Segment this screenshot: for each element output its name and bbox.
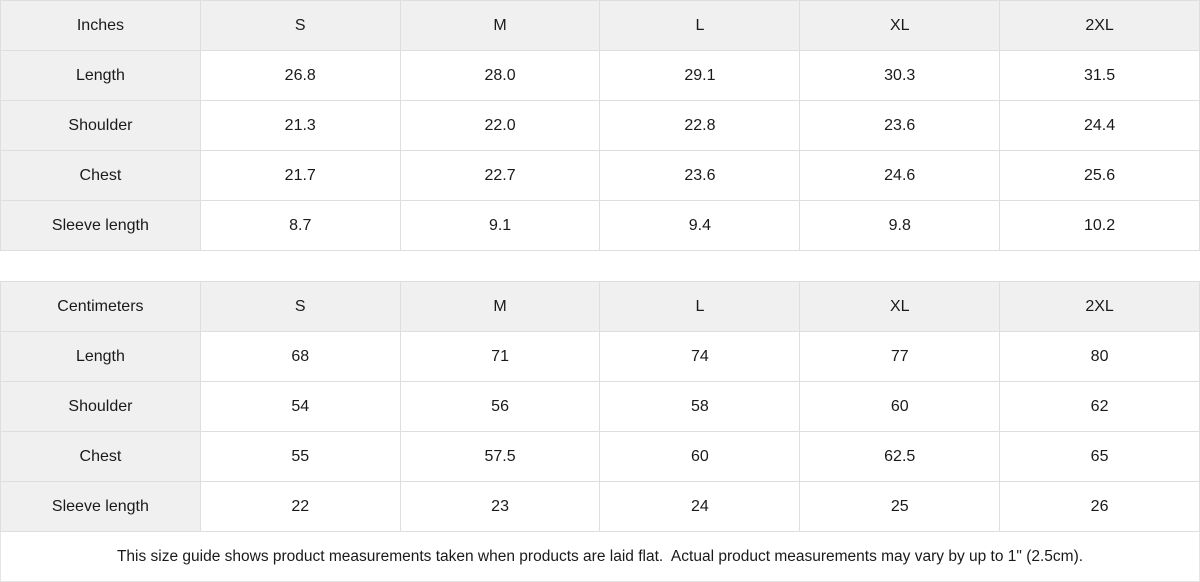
value-cell: 31.5	[999, 50, 1200, 101]
value-cell: 10.2	[999, 200, 1200, 251]
size-header-cell: S	[199, 281, 401, 332]
value-cell: 55	[199, 431, 401, 482]
size-header-cell: M	[399, 0, 601, 51]
table-row: Sleeve length 22 23 24 25 26	[0, 481, 1200, 532]
value-cell: 26.8	[199, 50, 401, 101]
value-cell: 56	[399, 381, 601, 432]
value-cell: 29.1	[599, 50, 801, 101]
value-cell: 65	[999, 431, 1200, 482]
value-cell: 60	[599, 431, 801, 482]
value-cell: 24	[599, 481, 801, 532]
unit-header-cell: Centimeters	[0, 281, 201, 332]
footer-note: This size guide shows product measuremen…	[0, 532, 1200, 582]
value-cell: 77	[799, 331, 1001, 382]
value-cell: 9.8	[799, 200, 1001, 251]
value-cell: 23	[399, 481, 601, 532]
value-cell: 25.6	[999, 150, 1200, 201]
row-label-cell: Length	[0, 50, 201, 101]
value-cell: 57.5	[399, 431, 601, 482]
size-header-cell: 2XL	[999, 281, 1200, 332]
row-label-cell: Sleeve length	[0, 481, 201, 532]
header-row: Centimeters S M L XL 2XL	[0, 281, 1200, 332]
value-cell: 54	[199, 381, 401, 432]
value-cell: 24.6	[799, 150, 1001, 201]
value-cell: 22.8	[599, 100, 801, 151]
value-cell: 68	[199, 331, 401, 382]
value-cell: 58	[599, 381, 801, 432]
row-label-cell: Chest	[0, 150, 201, 201]
table-row: Chest 21.7 22.7 23.6 24.6 25.6	[0, 150, 1200, 201]
value-cell: 21.7	[199, 150, 401, 201]
value-cell: 30.3	[799, 50, 1001, 101]
row-label-cell: Chest	[0, 431, 201, 482]
value-cell: 8.7	[199, 200, 401, 251]
value-cell: 23.6	[599, 150, 801, 201]
table-row: Length 26.8 28.0 29.1 30.3 31.5	[0, 50, 1200, 101]
value-cell: 22.0	[399, 100, 601, 151]
value-cell: 22.7	[399, 150, 601, 201]
value-cell: 71	[399, 331, 601, 382]
table-row: Shoulder 21.3 22.0 22.8 23.6 24.4	[0, 100, 1200, 151]
value-cell: 62	[999, 381, 1200, 432]
size-table-inches: Inches S M L XL 2XL Length 26.8 28.0 29.…	[0, 0, 1200, 251]
row-label-cell: Shoulder	[0, 100, 201, 151]
size-header-cell: 2XL	[999, 0, 1200, 51]
value-cell: 62.5	[799, 431, 1001, 482]
size-header-cell: L	[599, 0, 801, 51]
size-header-cell: L	[599, 281, 801, 332]
size-header-cell: M	[399, 281, 601, 332]
size-table-centimeters: Centimeters S M L XL 2XL Length 68 71 74…	[0, 281, 1200, 532]
size-header-cell: XL	[799, 281, 1001, 332]
row-label-cell: Sleeve length	[0, 200, 201, 251]
size-header-cell: XL	[799, 0, 1001, 51]
value-cell: 80	[999, 331, 1200, 382]
value-cell: 9.4	[599, 200, 801, 251]
header-row: Inches S M L XL 2XL	[0, 0, 1200, 51]
value-cell: 74	[599, 331, 801, 382]
value-cell: 25	[799, 481, 1001, 532]
table-spacer	[0, 251, 1200, 281]
value-cell: 26	[999, 481, 1200, 532]
value-cell: 60	[799, 381, 1001, 432]
value-cell: 24.4	[999, 100, 1200, 151]
value-cell: 21.3	[199, 100, 401, 151]
unit-header-cell: Inches	[0, 0, 201, 51]
table-row: Sleeve length 8.7 9.1 9.4 9.8 10.2	[0, 200, 1200, 251]
value-cell: 9.1	[399, 200, 601, 251]
row-label-cell: Shoulder	[0, 381, 201, 432]
table-row: Length 68 71 74 77 80	[0, 331, 1200, 382]
row-label-cell: Length	[0, 331, 201, 382]
size-header-cell: S	[199, 0, 401, 51]
table-row: Shoulder 54 56 58 60 62	[0, 381, 1200, 432]
value-cell: 23.6	[799, 100, 1001, 151]
value-cell: 22	[199, 481, 401, 532]
value-cell: 28.0	[399, 50, 601, 101]
table-row: Chest 55 57.5 60 62.5 65	[0, 431, 1200, 482]
